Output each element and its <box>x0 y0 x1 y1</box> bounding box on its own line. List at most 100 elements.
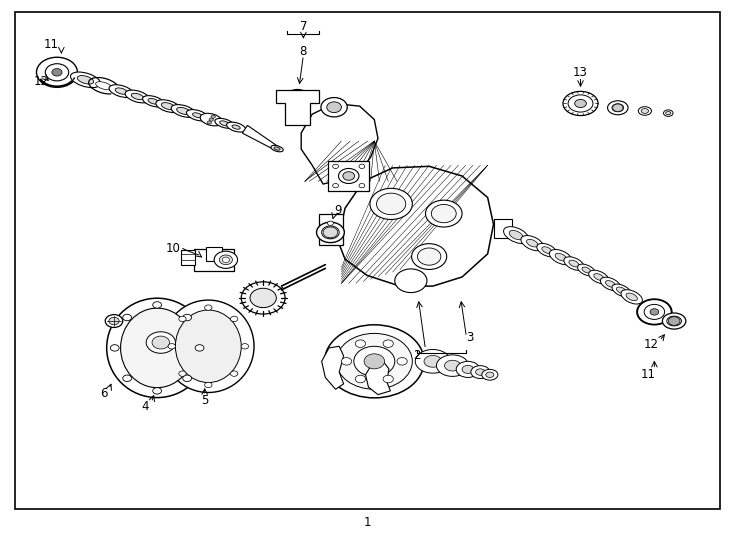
Ellipse shape <box>664 110 673 116</box>
Ellipse shape <box>575 99 586 107</box>
Circle shape <box>324 325 424 398</box>
Polygon shape <box>338 166 493 286</box>
Ellipse shape <box>163 300 254 393</box>
Ellipse shape <box>589 270 609 284</box>
Circle shape <box>230 316 238 322</box>
Ellipse shape <box>148 98 159 104</box>
Ellipse shape <box>412 244 447 269</box>
Circle shape <box>179 316 186 322</box>
Ellipse shape <box>626 293 637 301</box>
Text: 9: 9 <box>334 205 341 218</box>
Ellipse shape <box>227 122 246 132</box>
Circle shape <box>46 64 69 81</box>
Ellipse shape <box>219 121 229 126</box>
Text: 10: 10 <box>166 242 181 255</box>
Circle shape <box>338 168 359 184</box>
Ellipse shape <box>131 93 144 100</box>
Text: 7: 7 <box>299 20 307 33</box>
Circle shape <box>168 343 175 349</box>
Ellipse shape <box>470 366 490 379</box>
Ellipse shape <box>612 284 631 297</box>
Circle shape <box>211 115 215 118</box>
Ellipse shape <box>550 249 572 265</box>
Circle shape <box>52 69 62 76</box>
Ellipse shape <box>287 90 308 102</box>
Circle shape <box>323 227 338 238</box>
Ellipse shape <box>377 193 406 215</box>
Circle shape <box>153 388 161 394</box>
Circle shape <box>109 318 119 325</box>
Circle shape <box>250 288 276 308</box>
Ellipse shape <box>70 72 101 87</box>
Circle shape <box>355 375 366 383</box>
Circle shape <box>222 257 230 262</box>
Circle shape <box>637 299 672 325</box>
Text: 3: 3 <box>465 330 473 343</box>
Bar <box>319 214 343 245</box>
Ellipse shape <box>321 226 339 239</box>
Polygon shape <box>301 104 378 184</box>
Ellipse shape <box>171 105 196 117</box>
Circle shape <box>321 98 347 117</box>
Ellipse shape <box>617 287 627 294</box>
Ellipse shape <box>426 200 462 227</box>
Ellipse shape <box>582 267 591 273</box>
Ellipse shape <box>521 235 544 251</box>
Text: 13: 13 <box>573 66 588 79</box>
Circle shape <box>205 382 212 388</box>
Circle shape <box>241 282 285 314</box>
Ellipse shape <box>316 222 344 242</box>
Circle shape <box>123 375 131 382</box>
Circle shape <box>343 172 355 180</box>
Ellipse shape <box>563 91 598 116</box>
Ellipse shape <box>109 85 134 98</box>
Ellipse shape <box>424 355 442 367</box>
Circle shape <box>183 375 192 382</box>
Ellipse shape <box>621 289 642 304</box>
Bar <box>194 248 234 271</box>
Text: 6: 6 <box>100 387 107 400</box>
Circle shape <box>397 357 407 365</box>
Text: 5: 5 <box>201 394 208 407</box>
Ellipse shape <box>415 349 451 373</box>
Circle shape <box>241 343 249 349</box>
Text: 8: 8 <box>299 45 307 58</box>
Polygon shape <box>321 346 344 389</box>
Text: 1: 1 <box>363 516 371 529</box>
Circle shape <box>195 345 204 351</box>
Circle shape <box>395 269 427 293</box>
Circle shape <box>205 305 212 310</box>
Circle shape <box>354 346 395 376</box>
Ellipse shape <box>115 88 128 94</box>
Ellipse shape <box>95 82 112 90</box>
Ellipse shape <box>437 355 468 376</box>
Circle shape <box>613 104 623 112</box>
Ellipse shape <box>526 239 538 247</box>
Circle shape <box>359 164 365 168</box>
Bar <box>493 219 512 238</box>
Bar <box>328 161 369 191</box>
Circle shape <box>230 371 238 376</box>
Polygon shape <box>366 361 390 395</box>
Ellipse shape <box>177 107 190 114</box>
Ellipse shape <box>370 188 413 219</box>
Ellipse shape <box>568 95 593 112</box>
Bar <box>206 247 222 261</box>
Circle shape <box>383 340 393 347</box>
Circle shape <box>123 314 131 321</box>
Ellipse shape <box>462 366 473 374</box>
Polygon shape <box>242 125 278 151</box>
Circle shape <box>355 340 366 347</box>
Circle shape <box>333 164 338 168</box>
Ellipse shape <box>271 145 283 152</box>
Ellipse shape <box>457 361 479 377</box>
Text: 11: 11 <box>641 368 656 381</box>
Ellipse shape <box>612 104 624 112</box>
Circle shape <box>179 371 186 376</box>
Ellipse shape <box>606 281 616 287</box>
Circle shape <box>219 255 233 265</box>
Ellipse shape <box>504 227 528 244</box>
Ellipse shape <box>156 100 181 112</box>
Polygon shape <box>275 90 319 125</box>
Ellipse shape <box>161 103 175 110</box>
